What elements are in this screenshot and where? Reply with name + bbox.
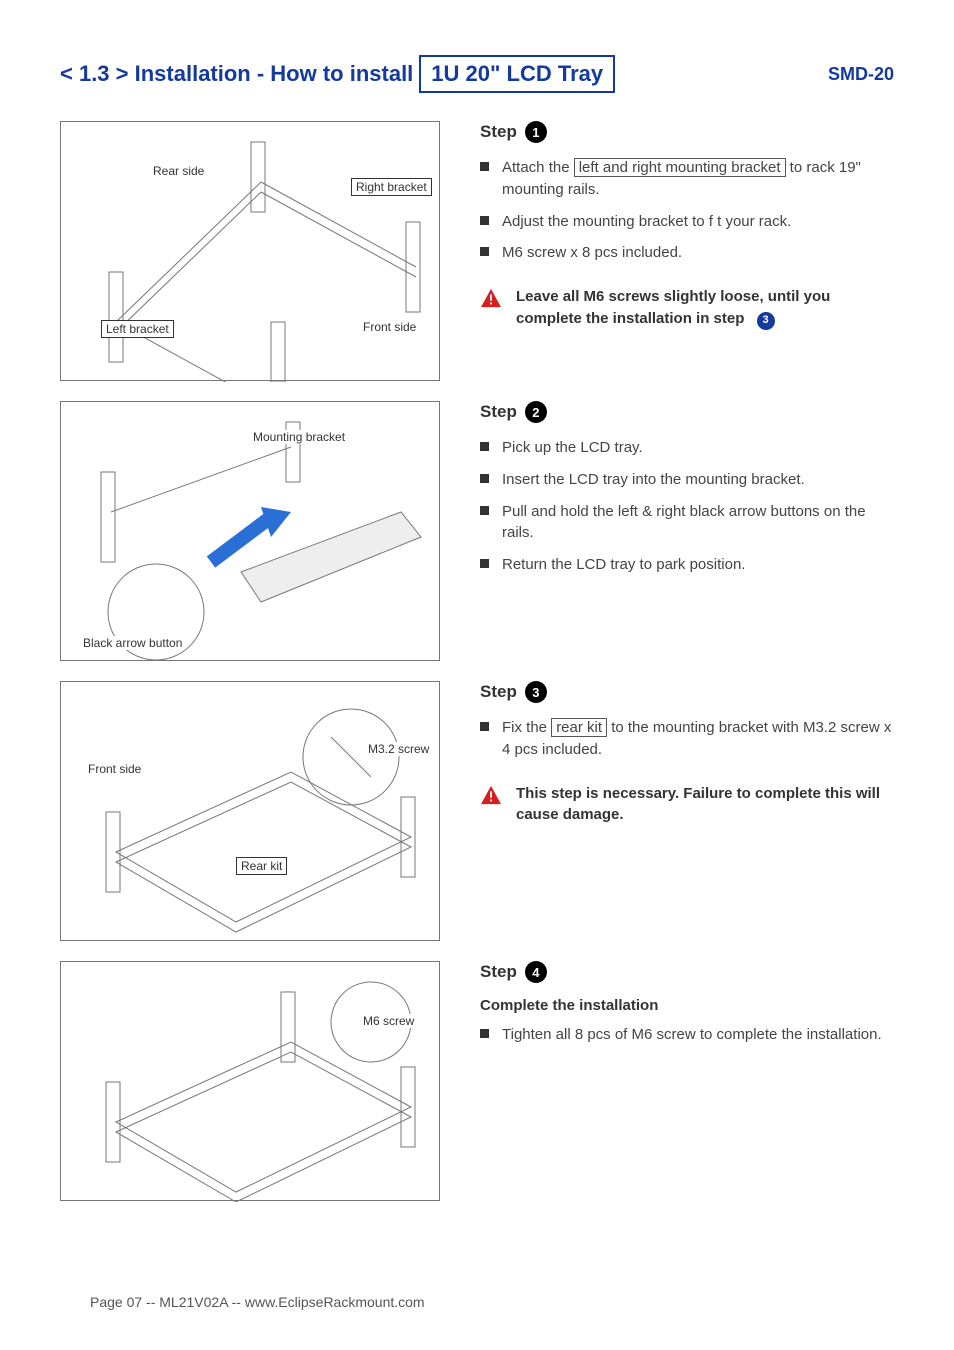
step-3-bullets: Fix the rear kit to the mounting bracket… <box>480 717 894 761</box>
bullet: Return the LCD tray to park position. <box>480 554 894 576</box>
bullet: Pull and hold the left & right black arr… <box>480 501 894 545</box>
step-3-header: Step 3 <box>480 681 894 703</box>
step-3-badge: 3 <box>525 681 547 703</box>
label-m6-screw: M6 screw <box>361 1014 416 1028</box>
step-1-row: Rear side Right bracket Left bracket Fro… <box>60 121 894 381</box>
label-rear-kit: Rear kit <box>236 857 287 875</box>
label-black-arrow: Black arrow button <box>81 636 184 650</box>
step-4-bullets: Tighten all 8 pcs of M6 screw to complet… <box>480 1024 894 1046</box>
bullet: Pick up the LCD tray. <box>480 437 894 459</box>
step-3-diagram: Front side M3.2 screw Rear kit <box>60 681 440 941</box>
step-4-text: Step 4 Complete the installation Tighten… <box>440 961 894 1056</box>
page-footer: Page 07 -- ML21V02A -- www.EclipseRackmo… <box>90 1294 425 1310</box>
step-word: Step <box>480 122 517 142</box>
step-2-header: Step 2 <box>480 401 894 423</box>
label-rear-side: Rear side <box>151 164 206 178</box>
warning-icon <box>480 785 502 805</box>
step-4-sketch <box>61 962 441 1202</box>
step-2-diagram: Mounting bracket Black arrow button <box>60 401 440 661</box>
step-1-header: Step 1 <box>480 121 894 143</box>
step-1-badge: 1 <box>525 121 547 143</box>
step-1-diagram: Rear side Right bracket Left bracket Fro… <box>60 121 440 381</box>
label-mounting-bracket: Mounting bracket <box>251 430 347 444</box>
step-3-warning: This step is necessary. Failure to compl… <box>480 783 894 827</box>
warning-text: Leave all M6 screws slightly loose, unti… <box>516 286 894 330</box>
label-right-bracket: Right bracket <box>351 178 432 196</box>
step-2-text: Step 2 Pick up the LCD tray. Insert the … <box>440 401 894 586</box>
warning-icon <box>480 288 502 308</box>
step-2-row: Mounting bracket Black arrow button Step… <box>60 401 894 661</box>
inline-step-badge: 3 <box>757 312 775 330</box>
step-2-bullets: Pick up the LCD tray. Insert the LCD tra… <box>480 437 894 576</box>
page-header: < 1.3 > Installation - How to install 1U… <box>60 55 894 93</box>
inline-box: rear kit <box>551 718 607 737</box>
step-1-sketch <box>61 122 441 382</box>
step-2-badge: 2 <box>525 401 547 423</box>
bullet: Tighten all 8 pcs of M6 screw to complet… <box>480 1024 894 1046</box>
bullet: M6 screw x 8 pcs included. <box>480 242 894 264</box>
label-left-bracket: Left bracket <box>101 320 174 338</box>
header-title: < 1.3 > Installation - How to install <box>60 61 413 87</box>
step-1-warning: Leave all M6 screws slightly loose, unti… <box>480 286 894 330</box>
step-3-sketch <box>61 682 441 942</box>
inline-box: left and right mounting bracket <box>574 158 786 177</box>
step-1-text: Step 1 Attach the left and right mountin… <box>440 121 894 330</box>
bullet: Fix the rear kit to the mounting bracket… <box>480 717 894 761</box>
label-front-side-3: Front side <box>86 762 143 776</box>
step-4-header: Step 4 <box>480 961 894 983</box>
warning-text: This step is necessary. Failure to compl… <box>516 783 894 827</box>
label-front-side: Front side <box>361 320 418 334</box>
header-boxed-title: 1U 20" LCD Tray <box>419 55 615 93</box>
step-4-diagram: M6 screw <box>60 961 440 1201</box>
step-word: Step <box>480 402 517 422</box>
bullet: Attach the left and right mounting brack… <box>480 157 894 201</box>
bullet: Insert the LCD tray into the mounting br… <box>480 469 894 491</box>
bullet: Adjust the mounting bracket to f t your … <box>480 211 894 233</box>
step-4-row: M6 screw Step 4 Complete the installatio… <box>60 961 894 1201</box>
step-word: Step <box>480 962 517 982</box>
step-3-row: Front side M3.2 screw Rear kit Step 3 Fi… <box>60 681 894 941</box>
step-1-bullets: Attach the left and right mounting brack… <box>480 157 894 264</box>
header-model: SMD-20 <box>828 64 894 85</box>
step-4-badge: 4 <box>525 961 547 983</box>
step-4-subheading: Complete the installation <box>480 997 894 1014</box>
label-m32-screw: M3.2 screw <box>366 742 431 756</box>
step-3-text: Step 3 Fix the rear kit to the mounting … <box>440 681 894 826</box>
step-word: Step <box>480 682 517 702</box>
